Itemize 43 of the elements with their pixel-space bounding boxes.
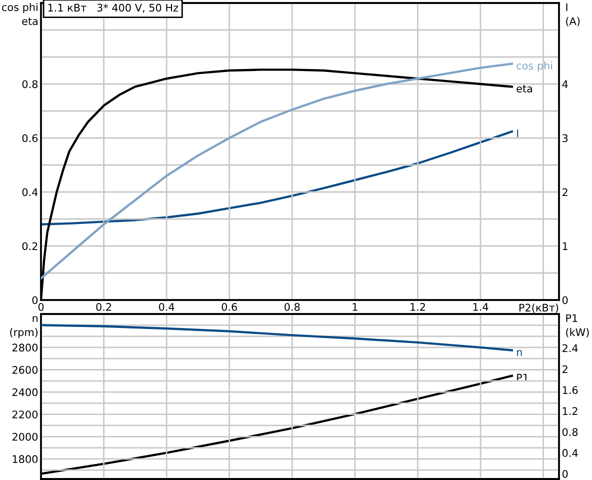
x-tick-label: 1	[352, 303, 358, 311]
y-tick-label: 2400	[12, 388, 38, 396]
y2-tick-label: 1.6	[562, 386, 578, 394]
y2-tick-label: 1	[562, 242, 568, 250]
y2-tick-label: 0	[562, 470, 568, 478]
x-tick-label: 0.6	[222, 302, 237, 311]
chart-title: 1.1 кВт 3* 400 V, 50 Hz	[48, 4, 178, 13]
y-tick-label: 2200	[12, 410, 38, 418]
x-tick-label: 0	[38, 302, 44, 311]
y-tick-label: 2600	[12, 366, 38, 374]
y2-tick-label: 0.8	[562, 428, 578, 436]
y2-tick-label: 1.2	[562, 407, 578, 415]
y2-tick-label: 0.4	[562, 449, 578, 457]
y-tick-label: 1800	[12, 455, 38, 464]
y2-axis-title: I (A)	[566, 3, 580, 26]
x-axis-title: P2(кВт)	[519, 304, 558, 313]
y2-tick-label: 0	[562, 296, 568, 304]
series-label: I	[517, 130, 518, 138]
y2-axis-title: P1 (kW)	[566, 314, 589, 338]
y-tick-label: 0.8	[22, 80, 38, 88]
y-tick-label: 0.6	[22, 134, 38, 142]
x-tick-label: 1.2	[410, 302, 425, 311]
x-tick-label: 0.8	[284, 302, 300, 311]
line-series	[41, 130, 514, 226]
y2-tick-label: 4	[562, 80, 568, 88]
x-tick-label: 1.4	[473, 303, 488, 311]
y2-tick-label: 2.4	[562, 344, 578, 352]
y2-tick-label: 3	[562, 134, 568, 142]
y-tick-label: 0.2	[22, 242, 38, 250]
y2-tick-label: 2	[562, 188, 568, 196]
line-series	[41, 324, 514, 352]
x-tick-label: 0.4	[158, 302, 174, 311]
y-tick-label: 0	[32, 296, 38, 304]
y-tick-label: 0.4	[22, 188, 38, 196]
y2-tick-label: 2	[562, 365, 568, 373]
series-label: n	[517, 350, 522, 356]
y-axis-title: n (rpm)	[10, 316, 38, 338]
y-axis-title: cos phi eta	[2, 3, 38, 26]
series-label: eta	[516, 85, 532, 92]
y-tick-label: 2000	[12, 432, 38, 441]
series-label: cos phi	[516, 61, 552, 72]
y-tick-label: 2800	[12, 344, 38, 352]
x-tick-label: 0.2	[96, 302, 112, 311]
